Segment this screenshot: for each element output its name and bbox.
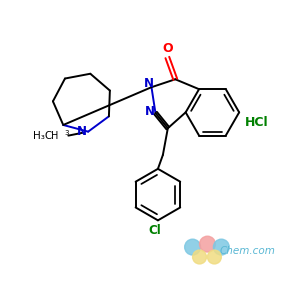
- Circle shape: [193, 250, 206, 264]
- Text: 3: 3: [64, 130, 69, 136]
- Text: Chem.com: Chem.com: [219, 246, 275, 256]
- Text: N: N: [143, 77, 154, 90]
- Text: H: H: [51, 130, 59, 141]
- Circle shape: [208, 250, 221, 264]
- Text: HCl: HCl: [245, 116, 269, 129]
- Text: Cl: Cl: [148, 224, 161, 237]
- Circle shape: [213, 239, 229, 255]
- Text: O: O: [162, 42, 173, 55]
- Circle shape: [200, 236, 215, 252]
- Circle shape: [185, 239, 200, 255]
- Text: N: N: [145, 106, 154, 118]
- Text: N: N: [77, 125, 87, 138]
- Text: H₃C: H₃C: [33, 130, 52, 141]
